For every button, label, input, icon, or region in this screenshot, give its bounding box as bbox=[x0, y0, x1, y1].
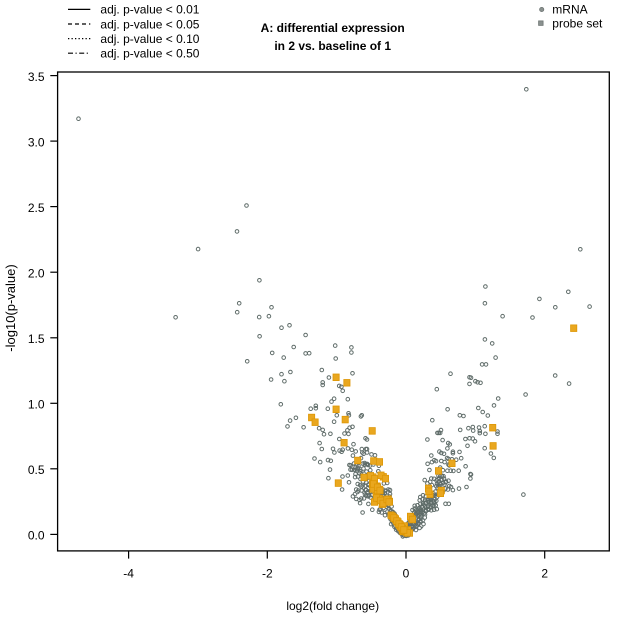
svg-text:0.0: 0.0 bbox=[28, 529, 45, 543]
svg-text:-4: -4 bbox=[123, 566, 134, 580]
svg-text:2: 2 bbox=[541, 566, 548, 580]
svg-text:-log10(p-value): -log10(p-value) bbox=[3, 264, 18, 351]
svg-text:-2: -2 bbox=[262, 566, 273, 580]
svg-text:adj. p-value < 0.05: adj. p-value < 0.05 bbox=[100, 17, 199, 31]
svg-text:adj. p-value < 0.10: adj. p-value < 0.10 bbox=[100, 32, 199, 46]
svg-text:adj. p-value < 0.50: adj. p-value < 0.50 bbox=[100, 47, 199, 61]
svg-text:in 2 vs. baseline of 1: in 2 vs. baseline of 1 bbox=[274, 39, 391, 53]
svg-text:2.5: 2.5 bbox=[28, 201, 45, 215]
svg-text:0: 0 bbox=[403, 566, 410, 580]
svg-text:adj. p-value < 0.01: adj. p-value < 0.01 bbox=[100, 3, 199, 17]
svg-text:log2(fold change): log2(fold change) bbox=[286, 599, 379, 613]
svg-text:probe set: probe set bbox=[552, 17, 603, 31]
svg-text:0.5: 0.5 bbox=[28, 463, 45, 477]
svg-text:3.0: 3.0 bbox=[28, 135, 45, 149]
svg-text:3.5: 3.5 bbox=[28, 70, 45, 84]
svg-text:mRNA: mRNA bbox=[552, 2, 587, 16]
svg-text:A: differential expression: A: differential expression bbox=[261, 21, 405, 35]
svg-text:2.0: 2.0 bbox=[28, 267, 45, 281]
svg-text:1.5: 1.5 bbox=[28, 332, 45, 346]
svg-text:1.0: 1.0 bbox=[28, 398, 45, 412]
